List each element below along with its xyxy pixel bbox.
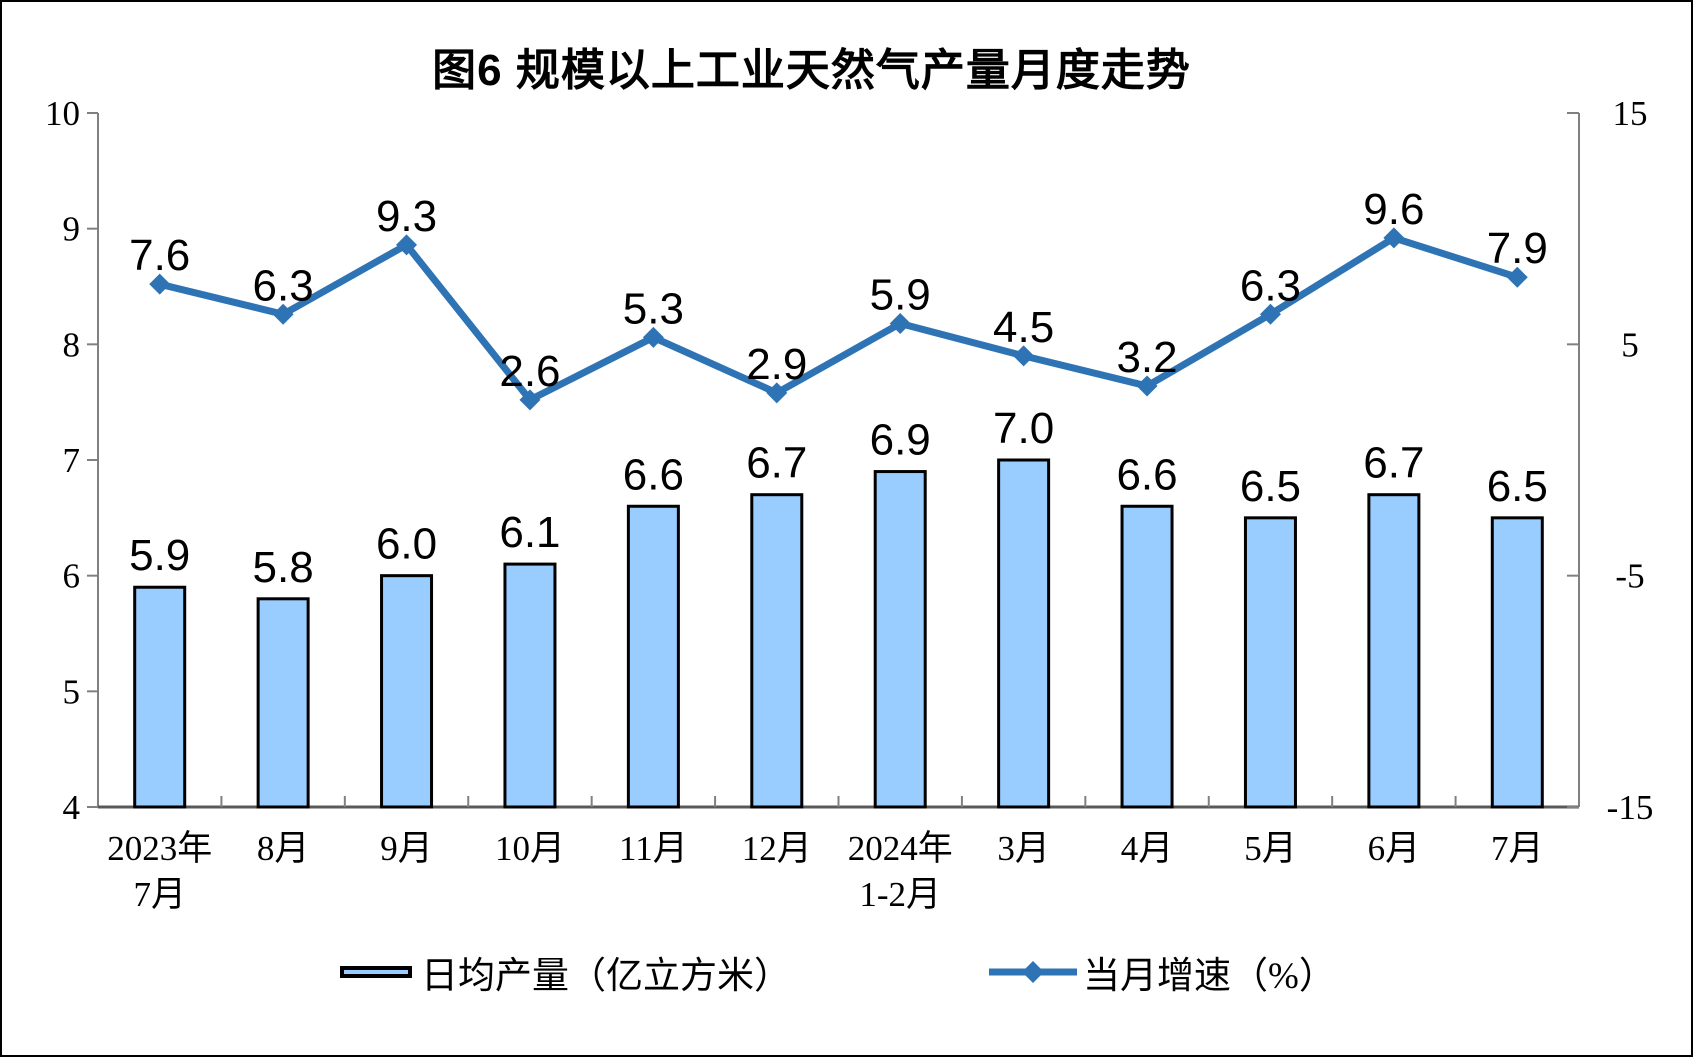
right-axis-label-5: 5 — [1621, 325, 1639, 364]
left-axis-label-6: 6 — [63, 557, 81, 596]
bar-1 — [256, 597, 310, 809]
line-marker-5 — [766, 382, 788, 404]
legend-line-swatch — [989, 961, 1077, 983]
bar-label-4: 6.6 — [623, 450, 684, 499]
line-marker-4 — [642, 326, 664, 348]
x-label-7: 3月 — [997, 829, 1050, 868]
x-label-2: 9月 — [380, 829, 433, 868]
chart-title: 图6 规模以上工业天然气产量月度走势 — [432, 46, 1191, 95]
line-marker-7 — [1013, 345, 1035, 367]
bar-label-3: 6.1 — [499, 508, 560, 557]
legend-bar-label: 日均产量（亿立方米） — [421, 956, 791, 997]
x-label-10: 6月 — [1368, 829, 1421, 868]
left-axis-label-10: 10 — [45, 94, 80, 133]
x-label-1: 8月 — [257, 829, 310, 868]
bar-label-10: 6.7 — [1363, 439, 1424, 488]
line-label-6: 5.9 — [870, 271, 931, 320]
x-label-6: 1-2月 — [859, 875, 941, 914]
line-label-5: 2.9 — [746, 340, 807, 389]
bar-label-5: 6.7 — [746, 439, 807, 488]
line-label-0: 7.6 — [129, 231, 190, 280]
bar-series — [133, 458, 1544, 809]
line-series — [156, 234, 1521, 405]
bar-label-9: 6.5 — [1240, 462, 1301, 511]
left-axis-label-9: 9 — [63, 210, 81, 249]
bar-0 — [133, 585, 187, 809]
line-label-2: 9.3 — [376, 192, 437, 241]
legend-item-bar: 日均产量（亿立方米） — [340, 950, 791, 997]
x-label-5: 12月 — [742, 829, 812, 868]
legend-diamond-icon — [1022, 961, 1044, 983]
line-label-8: 3.2 — [1116, 333, 1177, 382]
x-axis-labels: 2023年 7月 8月 9月 10月 11月 12月 2024年 1-2月 3月 4月 5月 6月 7月 — [107, 829, 1543, 914]
axes — [97, 113, 1580, 809]
line-marker-10 — [1383, 227, 1405, 249]
line-marker-8 — [1136, 375, 1158, 397]
right-axis-label--5: -5 — [1615, 557, 1644, 596]
bar-label-8: 6.6 — [1116, 450, 1177, 499]
line-data-labels: 7.6 6.3 9.3 2.6 5.3 2.9 5.9 4.5 3.2 6.3 9.6 7.9 — [129, 185, 1548, 396]
bar-6 — [873, 470, 927, 809]
line-label-11: 7.9 — [1487, 224, 1548, 273]
right-axis-label-15: 15 — [1613, 94, 1648, 133]
line-label-4: 5.3 — [623, 284, 684, 333]
x-label-11: 7月 — [1491, 829, 1544, 868]
legend-line-label: 当月增速（%） — [1083, 956, 1336, 997]
line-label-1: 6.3 — [253, 261, 314, 310]
bar-4 — [626, 504, 680, 809]
x-label-9: 5月 — [1244, 829, 1297, 868]
x-label-4: 11月 — [619, 829, 688, 868]
line-label-3: 2.6 — [499, 347, 560, 396]
bar-10 — [1367, 493, 1421, 809]
line-marker-6 — [889, 313, 911, 335]
bar-label-0: 5.9 — [129, 531, 190, 580]
left-axis-label-8: 8 — [63, 325, 81, 364]
bar-2 — [380, 574, 434, 809]
legend-bar-swatch — [340, 966, 412, 978]
left-axis-label-7: 7 — [63, 441, 81, 480]
line-label-10: 9.6 — [1363, 185, 1424, 234]
line-marker-11 — [1506, 266, 1528, 288]
left-axis-label-5: 5 — [63, 672, 81, 711]
bar-5 — [750, 493, 804, 809]
left-axis-label-4: 4 — [63, 788, 81, 827]
bar-9 — [1243, 516, 1297, 809]
legend-item-line: 当月增速（%） — [987, 950, 1336, 997]
x-label-8: 4月 — [1121, 829, 1174, 868]
growth-line — [156, 234, 1521, 405]
bar-label-7: 7.0 — [993, 404, 1054, 453]
line-label-9: 6.3 — [1240, 261, 1301, 310]
x-label-0: 7月 — [133, 875, 186, 914]
bar-8 — [1120, 504, 1174, 809]
x-label-6: 2024年 — [848, 829, 953, 868]
bar-7 — [997, 458, 1051, 809]
line-marker-3 — [519, 389, 541, 411]
left-axis-ticks: 10 9 8 7 6 5 4 — [45, 94, 98, 827]
right-axis-label--15: -15 — [1607, 788, 1654, 827]
bar-11 — [1490, 516, 1544, 809]
line-marker-2 — [396, 234, 418, 256]
line-marker-0 — [149, 273, 171, 295]
line-marker-1 — [272, 303, 294, 325]
x-label-0: 2023年 — [107, 829, 212, 868]
line-marker-9 — [1259, 303, 1281, 325]
bar-label-2: 6.0 — [376, 520, 437, 569]
bar-label-6: 6.9 — [870, 416, 931, 465]
x-label-3: 10月 — [495, 829, 565, 868]
bar-3 — [503, 562, 557, 809]
bar-label-11: 6.5 — [1487, 462, 1548, 511]
x-axis-ticks — [220, 796, 1457, 807]
right-axis-ticks: 15 5 -5 -15 — [1567, 94, 1653, 827]
line-label-7: 4.5 — [993, 303, 1054, 352]
line-markers — [149, 227, 1528, 411]
bar-data-labels: 5.9 5.8 6.0 6.1 6.6 6.7 6.9 7.0 6.6 6.5 6.7 6.5 — [129, 404, 1548, 592]
bar-label-1: 5.8 — [253, 543, 314, 592]
